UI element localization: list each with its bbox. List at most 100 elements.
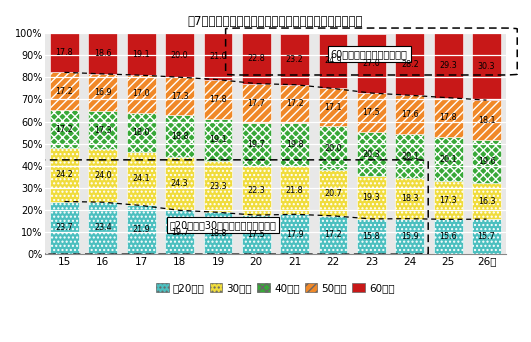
Text: 18.0: 18.0 — [132, 128, 150, 137]
Text: 16.9: 16.9 — [94, 88, 112, 97]
Text: 18.8: 18.8 — [209, 228, 227, 238]
Text: 20.1: 20.1 — [439, 155, 457, 163]
Text: 23.2: 23.2 — [286, 55, 304, 64]
Text: 19.7: 19.7 — [170, 227, 189, 237]
Text: 23.4: 23.4 — [94, 223, 112, 233]
Text: 24.1: 24.1 — [132, 174, 150, 183]
Text: 19.1: 19.1 — [209, 135, 227, 144]
Bar — [396, 95, 424, 134]
Text: 17.2: 17.2 — [324, 230, 342, 239]
Bar — [357, 219, 386, 254]
Text: 20.3: 20.3 — [363, 149, 380, 158]
Bar — [203, 161, 233, 212]
Bar — [50, 110, 79, 148]
Text: 60歳以上の会員比率が上昇: 60歳以上の会員比率が上昇 — [331, 49, 408, 59]
Bar — [89, 149, 117, 202]
Text: 17.8: 17.8 — [209, 95, 227, 104]
Text: 21.9: 21.9 — [132, 225, 150, 234]
Bar — [472, 33, 501, 100]
Text: 22.3: 22.3 — [247, 186, 265, 195]
Bar — [89, 202, 117, 254]
Bar — [165, 115, 194, 157]
Text: 16.3: 16.3 — [478, 197, 495, 206]
Text: 18.3: 18.3 — [401, 194, 418, 203]
Bar — [280, 122, 309, 166]
Bar — [203, 212, 233, 254]
Bar — [396, 33, 424, 95]
Bar — [319, 89, 347, 126]
Bar — [242, 215, 271, 254]
Bar — [203, 33, 233, 80]
Text: 23.3: 23.3 — [209, 182, 227, 191]
Text: 27.0: 27.0 — [363, 59, 380, 68]
Bar — [357, 34, 386, 93]
Legend: ～20歳代, 30歳代, 40歳代, 50歳代, 60歳～: ～20歳代, 30歳代, 40歳代, 50歳代, 60歳～ — [152, 278, 399, 297]
Bar — [396, 219, 424, 254]
Text: 17.2: 17.2 — [56, 125, 73, 134]
Text: 23.7: 23.7 — [56, 223, 73, 232]
Bar — [127, 33, 156, 75]
Text: 17.5: 17.5 — [363, 108, 380, 117]
Text: 19.7: 19.7 — [247, 140, 265, 149]
Bar — [357, 93, 386, 132]
Title: 第7図　フィットネスクラブ会員の年齢別構成比の推移: 第7図 フィットネスクラブ会員の年齢別構成比の推移 — [188, 15, 363, 28]
Text: 18.8: 18.8 — [171, 132, 189, 141]
Bar — [242, 33, 271, 83]
Bar — [203, 119, 233, 161]
Bar — [203, 80, 233, 119]
Bar — [127, 75, 156, 113]
Bar — [396, 179, 424, 219]
Bar — [357, 132, 386, 176]
Bar — [434, 98, 463, 137]
Bar — [434, 181, 463, 219]
Text: 30.3: 30.3 — [478, 62, 495, 71]
Bar — [242, 166, 271, 215]
Bar — [280, 34, 309, 85]
Bar — [319, 126, 347, 170]
Bar — [472, 140, 501, 183]
Bar — [472, 100, 501, 140]
Bar — [50, 148, 79, 201]
Bar — [127, 152, 156, 206]
Bar — [89, 74, 117, 111]
Text: 19.1: 19.1 — [132, 50, 150, 59]
Text: 29.3: 29.3 — [439, 61, 457, 70]
Bar — [434, 219, 463, 254]
Bar — [280, 85, 309, 122]
Bar — [319, 216, 347, 254]
Bar — [242, 83, 271, 122]
Text: 20.0: 20.0 — [324, 144, 342, 153]
Bar — [242, 122, 271, 166]
Bar — [319, 170, 347, 216]
Text: 17.3: 17.3 — [171, 92, 189, 101]
Text: 24.9: 24.9 — [324, 56, 342, 66]
Bar — [357, 176, 386, 219]
Bar — [396, 134, 424, 179]
Bar — [165, 33, 194, 77]
Bar — [280, 214, 309, 254]
Text: 24.2: 24.2 — [56, 170, 73, 179]
Text: ～20歳代、30歳代の会員比率が低下: ～20歳代、30歳代の会員比率が低下 — [169, 220, 277, 230]
Text: 18.6: 18.6 — [94, 49, 112, 58]
Bar — [319, 34, 347, 89]
Bar — [50, 73, 79, 110]
Text: 17.7: 17.7 — [247, 98, 265, 108]
Bar — [434, 137, 463, 181]
Bar — [50, 33, 79, 73]
Text: 17.8: 17.8 — [56, 48, 73, 57]
Text: 24.0: 24.0 — [94, 171, 112, 180]
Bar — [165, 210, 194, 254]
Text: 21.8: 21.8 — [286, 186, 304, 195]
Bar — [434, 33, 463, 98]
Text: 17.8: 17.8 — [439, 113, 457, 122]
Text: 17.5: 17.5 — [247, 230, 265, 239]
Text: 24.3: 24.3 — [171, 179, 189, 188]
Text: 17.9: 17.9 — [286, 229, 304, 238]
Bar — [89, 111, 117, 149]
Text: 21.0: 21.0 — [209, 52, 227, 61]
Text: 15.6: 15.6 — [439, 232, 457, 241]
Bar — [280, 166, 309, 214]
Text: 17.3: 17.3 — [94, 126, 112, 135]
Bar — [165, 77, 194, 115]
Bar — [127, 206, 156, 254]
